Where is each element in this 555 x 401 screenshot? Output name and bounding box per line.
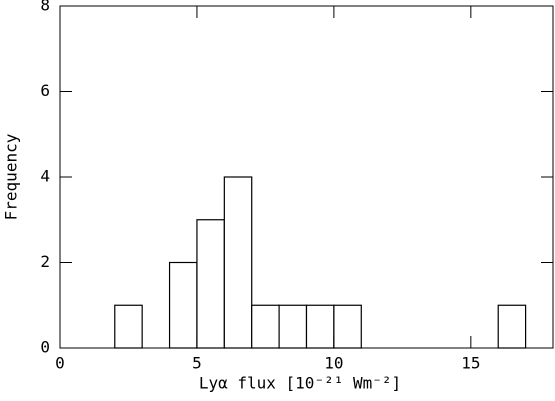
y-axis-label: Frequency <box>2 133 21 220</box>
bar <box>114 304 143 349</box>
bar <box>497 304 527 349</box>
bar <box>278 304 308 349</box>
bar <box>305 304 335 349</box>
y-tick-label: 0 <box>40 338 50 357</box>
x-axis-label: Lyα flux [10⁻²¹ Wm⁻²] <box>199 374 401 393</box>
x-tick-label: 15 <box>461 354 480 373</box>
bar <box>251 304 280 349</box>
x-tick-label: 10 <box>324 354 343 373</box>
x-tick-label: 0 <box>55 354 65 373</box>
plot-frame <box>59 5 554 349</box>
y-tick-label: 4 <box>40 167 50 186</box>
bar <box>223 176 253 349</box>
y-tick-label: 2 <box>40 252 50 271</box>
y-tick-label: 8 <box>40 0 50 15</box>
x-tick-label: 5 <box>192 354 202 373</box>
bar <box>168 261 198 349</box>
bar <box>196 219 225 349</box>
bar <box>333 304 362 349</box>
y-tick-label: 6 <box>40 81 50 100</box>
